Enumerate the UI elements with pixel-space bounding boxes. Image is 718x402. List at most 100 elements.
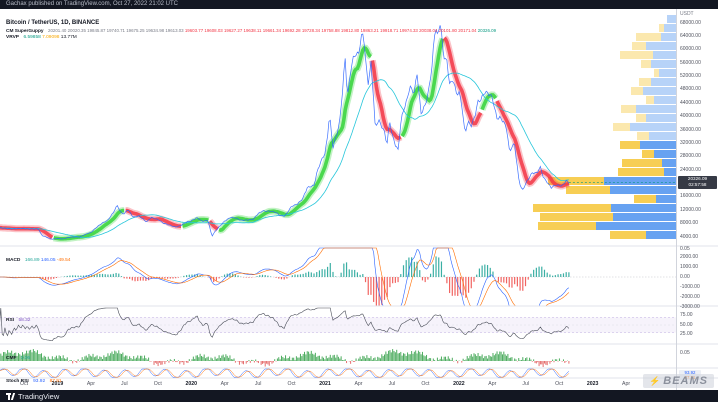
axis-label: 28000.00 — [680, 153, 701, 160]
footer-bar: TradingView — [0, 390, 718, 402]
legend-value: 19974.33 — [398, 27, 418, 33]
time-axis-label: 2020 — [185, 381, 198, 387]
publish-bar-text: Gachax published on TradingView.com, Oct… — [6, 1, 178, 7]
cmf-legend[interactable]: CMF 0.06 — [6, 346, 30, 364]
axis-label: 32000.00 — [680, 139, 701, 146]
legend-value: 20020.35 — [66, 27, 86, 33]
axis-label: 64000.00 — [680, 32, 701, 39]
time-axis-label: 2022 — [453, 381, 465, 387]
legend-value: 146.05 — [39, 258, 56, 263]
legend-value: 20171.04 — [456, 27, 477, 33]
time-axis-label: Apr — [354, 381, 363, 387]
legend-value: 19692.28 — [281, 27, 301, 33]
legend-value: 19845.87 — [85, 27, 106, 33]
axis-label: 0.05 — [680, 245, 690, 252]
price-axis[interactable]: USDT 68000.00 64000.00 60000.00 56000.00 520… — [676, 9, 718, 390]
time-axis[interactable]: Oct 2019 Apr Jul Oct 2020 Apr Jul Oct 2021 Apr Jul O… — [0, 378, 676, 390]
axis-label: 12000.00 — [680, 206, 701, 213]
axis-label: 44000.00 — [680, 99, 701, 106]
axis-label: 4000.00 — [680, 233, 699, 240]
legend-value: 20038.04 — [417, 27, 438, 33]
vrvp-label[interactable]: VRVP — [6, 34, 19, 40]
axis-label: 36000.00 — [680, 126, 701, 133]
time-axis-label: 2021 — [319, 381, 331, 387]
axis-label: 48000.00 — [680, 86, 701, 93]
stoch-label[interactable]: Stoch RSI — [6, 379, 29, 384]
legend-value: 19812.80 — [339, 27, 360, 33]
axis-currency-label: USDT — [680, 11, 694, 17]
guppy-values: 20201.40 20020.35 19845.87 19740.71 1967… — [48, 28, 496, 33]
time-axis-label: Jul — [121, 381, 128, 387]
stoch-legend[interactable]: Stoch RSI 93.92 87.91 — [6, 369, 62, 387]
time-axis-label: Jul — [388, 381, 396, 387]
legend-value: 20101.80 — [437, 27, 457, 33]
axis-label: 52000.00 — [680, 73, 701, 79]
axis-label: 60000.00 — [680, 46, 701, 53]
guppy-legend[interactable]: CM SuperGuppy 20201.40 20020.35 19845.87… — [6, 19, 496, 37]
time-axis-label: Oct — [555, 381, 564, 387]
vrvp-legend[interactable]: VRVP 6.59858 7.09098 13.77M — [6, 25, 77, 43]
axis-label: 0.00 — [680, 273, 690, 280]
tradingview-logo[interactable] — [6, 392, 16, 400]
axis-label: 68000.00 — [680, 19, 701, 26]
legend-value: 19613.03 — [164, 27, 184, 33]
legend-value: 19758.88 — [320, 27, 340, 33]
bar-countdown: 02:57:58 — [688, 182, 707, 187]
stoch-k-value: 93.92 — [33, 379, 46, 384]
axis-label: 75.00 — [680, 312, 693, 318]
axis-label: -1000.00 — [680, 283, 700, 290]
time-axis-label: 2023 — [586, 381, 599, 387]
legend-value: 6.59858 — [23, 34, 41, 40]
cmf-label[interactable]: CMF — [6, 356, 17, 361]
stoch-k-tag: 93.92 — [679, 369, 701, 375]
axis-label: 1000.00 — [680, 263, 699, 270]
footer-brand[interactable]: TradingView — [18, 391, 60, 401]
axis-label: -2000.00 — [680, 293, 700, 300]
vrvp-values: 6.59858 7.09098 13.77M — [23, 35, 76, 40]
axis-label: 50.00 — [680, 321, 693, 328]
axis-label: 40000.00 — [680, 113, 701, 120]
axis-label: 2000.00 — [680, 253, 699, 260]
rsi-legend[interactable]: RSI 58.32 — [6, 308, 30, 326]
legend-value: 19675.25 — [125, 27, 145, 33]
axis-label: 24000.00 — [680, 166, 701, 173]
time-axis-label: Oct — [153, 381, 162, 387]
time-axis-label: Oct — [421, 381, 430, 387]
time-axis-label: Apr — [220, 381, 229, 387]
symbol-legend[interactable]: Bitcoin / TetherUS, 1D, BINANCE — [6, 11, 99, 29]
legend-value: 19638.11 — [242, 27, 262, 33]
publish-bar: Gachax published on TradingView.com, Oct… — [0, 0, 718, 9]
watermark-text: BEAMS — [663, 375, 708, 387]
lightning-icon: ⚡ — [649, 375, 662, 386]
axis-label: 0.05 — [680, 349, 690, 356]
legend-value: 20201.40 — [48, 27, 67, 33]
legend-value: 20326.09 — [476, 27, 497, 33]
legend-value: -49.54 — [55, 258, 71, 263]
legend-value: 19627.27 — [222, 27, 243, 33]
macd-legend[interactable]: MACD 166.89 146.05 -49.54 — [6, 248, 70, 266]
legend-value: 19608.03 — [203, 27, 223, 33]
legend-value: 19728.34 — [300, 27, 321, 33]
time-axis-label: Jul — [254, 381, 262, 387]
rsi-label[interactable]: RSI — [6, 318, 14, 323]
axis-label: 16000.00 — [680, 193, 701, 200]
legend-value: 19661.34 — [261, 27, 282, 33]
legend-value: 19918.71 — [378, 27, 399, 33]
legend-value: 19740.71 — [105, 27, 125, 33]
legend-value: 13.77M — [59, 34, 77, 40]
legend-value: 166.89 — [24, 258, 40, 263]
legend-value: 19634.98 — [144, 27, 165, 33]
legend-value: 19863.21 — [359, 27, 379, 33]
time-axis-label: Oct — [19, 381, 29, 387]
axis-label: 8000.00 — [680, 220, 699, 227]
symbol-title[interactable]: Bitcoin / TetherUS, 1D, BINANCE — [6, 20, 100, 26]
time-axis-label: Oct — [287, 381, 296, 387]
guppy-label[interactable]: CM SuperGuppy — [6, 28, 44, 34]
macd-label[interactable]: MACD — [6, 258, 21, 263]
legend-value: 7.09098 — [40, 34, 60, 40]
time-axis-label: Apr — [86, 381, 95, 387]
current-price-tag: 20326.09 02:57:58 — [678, 175, 717, 189]
axis-label: -3000.00 — [680, 303, 700, 310]
site-watermark: ⚡ BEAMS — [643, 374, 714, 388]
